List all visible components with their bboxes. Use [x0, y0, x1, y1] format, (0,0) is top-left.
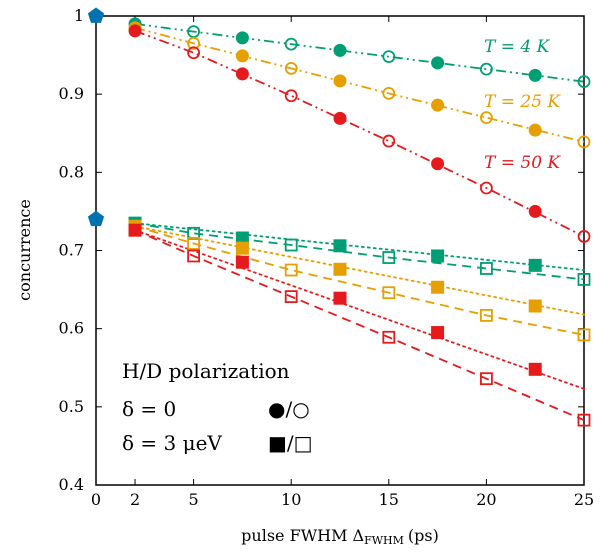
data-point [577, 135, 591, 149]
dotted-line-T25 [134, 225, 585, 316]
x-tick-label: 25 [574, 490, 594, 509]
data-point [333, 291, 347, 305]
data-point [187, 249, 201, 263]
data-point [577, 230, 591, 243]
data-point [528, 258, 542, 272]
data-point [187, 46, 201, 60]
temperature-label-25k: T = 25 K [484, 92, 561, 112]
data-point [333, 262, 347, 276]
data-point [431, 98, 445, 112]
y-tick-label: 0.5 [59, 397, 84, 416]
fit-line-T4-delta-3 [134, 222, 585, 281]
data-point [382, 134, 396, 148]
data-point [187, 36, 201, 50]
data-point [577, 75, 591, 89]
x-tick-label: 20 [476, 490, 496, 509]
fit-line-T4-delta-0 [134, 22, 585, 83]
y-tick-label: 0.7 [59, 241, 84, 260]
data-point [431, 157, 445, 171]
data-point [284, 61, 298, 75]
y-tick-label: 0.8 [59, 162, 84, 181]
data-point [577, 273, 591, 286]
y-tick-label: 0.6 [59, 319, 84, 338]
data-point [187, 237, 201, 250]
data-point [235, 255, 249, 269]
data-point [577, 328, 591, 342]
data-point [284, 37, 298, 51]
legend: H/D polarization δ = 0 ●/○ δ = 3 μeV ■/□ [122, 359, 313, 455]
data-point [382, 251, 396, 264]
fit-line-T50-delta-0 [134, 30, 585, 238]
data-point [528, 299, 542, 313]
data-point [528, 123, 542, 137]
data-point [333, 43, 347, 57]
data-point [479, 181, 493, 195]
x-tick-label: 0 [91, 490, 101, 509]
fit-line-T25-delta-3 [134, 225, 585, 336]
y-axis-label: concurrence [15, 199, 34, 301]
data-point [382, 286, 396, 300]
data-point [577, 413, 591, 427]
dotted-line-T4 [134, 222, 585, 271]
data-point [235, 31, 249, 45]
data-point [333, 74, 347, 88]
legend-title: H/D polarization [122, 359, 290, 383]
data-point [128, 24, 142, 38]
data-point [284, 89, 298, 103]
x-tick-label: 10 [281, 490, 301, 509]
zero-pulse-pentagon [87, 210, 105, 227]
data-point [528, 204, 542, 218]
data-point [479, 372, 493, 386]
data-point [284, 263, 298, 277]
x-tick-label: 2 [130, 490, 140, 509]
dotted-line-T50 [134, 229, 585, 390]
x-tick-label: 15 [379, 490, 399, 509]
legend-delta-three: δ = 3 μeV [122, 431, 222, 455]
data-point [382, 330, 396, 344]
data-point [431, 56, 445, 70]
data-point [479, 111, 493, 125]
data-point [235, 49, 249, 63]
data-point [479, 62, 493, 76]
data-point [479, 262, 493, 275]
zero-pulse-pentagon [87, 7, 105, 23]
data-point [382, 86, 396, 100]
fit-line-T50-delta-3 [134, 229, 585, 421]
x-tick-label: 5 [189, 490, 199, 509]
y-tick-label: 1 [74, 6, 84, 25]
y-tick-label: 0.9 [59, 84, 84, 103]
x-axis-label: pulse FWHM ΔFWHM (ps) [241, 526, 439, 547]
y-tick-label: 0.4 [59, 475, 84, 494]
data-point [382, 50, 396, 64]
data-point [333, 239, 347, 253]
temperature-label-4k: T = 4 K [484, 37, 551, 57]
data-point [333, 111, 347, 125]
data-point [431, 249, 445, 263]
data-point [528, 68, 542, 82]
legend-delta-zero: δ = 0 [122, 397, 176, 421]
data-point [235, 241, 249, 255]
data-point [431, 326, 445, 340]
data-point [284, 238, 298, 252]
data-point [431, 280, 445, 294]
data-point [528, 362, 542, 376]
data-point [479, 308, 493, 322]
data-point [284, 290, 298, 304]
legend-delta-three-markers: ■/□ [268, 431, 313, 455]
data-point [128, 223, 142, 237]
data-point [235, 231, 249, 245]
data-point [235, 67, 249, 81]
temperature-label-50k: T = 50 K [484, 153, 561, 173]
legend-delta-zero-markers: ●/○ [268, 397, 310, 421]
